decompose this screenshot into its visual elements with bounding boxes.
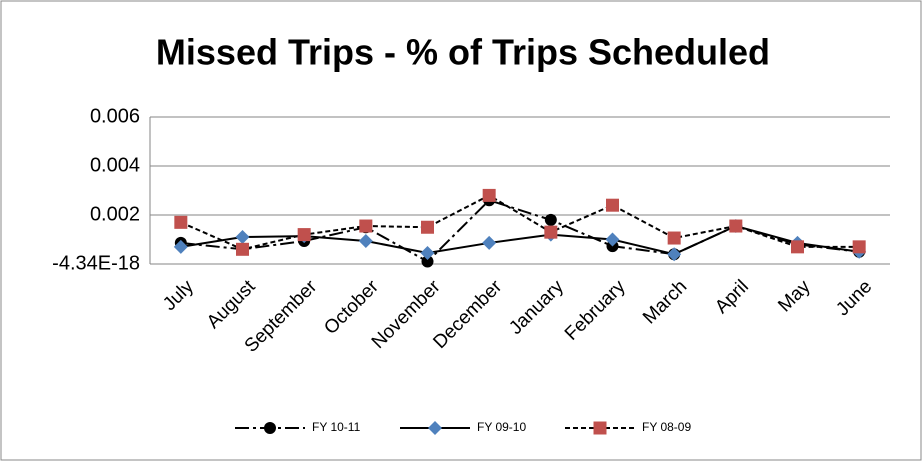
y-tick-label: -4.34E-18 (52, 252, 140, 274)
data-point (605, 232, 620, 247)
data-point (544, 213, 557, 226)
series-line (180, 194, 860, 251)
legend-label: FY 10-11 (312, 420, 361, 434)
data-point (482, 235, 497, 250)
data-point (297, 228, 311, 242)
data-point (544, 225, 558, 239)
legend-label: FY 09-10 (477, 420, 526, 434)
data-point (421, 255, 434, 268)
data-point (420, 245, 435, 260)
data-point (174, 215, 188, 229)
data-point (606, 198, 619, 212)
data-point (791, 240, 804, 254)
data-point (236, 242, 249, 256)
data-point (482, 188, 496, 202)
chart-title: Missed Trips - % of Trips Scheduled (156, 32, 770, 73)
data-point (358, 233, 373, 248)
legend-marker (264, 422, 276, 434)
data-point (852, 240, 866, 254)
y-tick-label: 0.004 (90, 154, 140, 176)
data-point (173, 239, 188, 254)
data-point (667, 231, 681, 245)
data-point (359, 219, 373, 233)
y-tick-label: 0.006 (90, 105, 140, 127)
data-point (421, 220, 434, 234)
legend-label: FY 08-09 (642, 420, 691, 434)
data-point (235, 230, 250, 245)
legend-marker (593, 421, 607, 435)
data-point (729, 219, 743, 233)
legend-marker (428, 421, 442, 435)
y-tick-label: 0.002 (90, 203, 140, 225)
series-line (180, 199, 860, 263)
data-point (667, 247, 682, 262)
